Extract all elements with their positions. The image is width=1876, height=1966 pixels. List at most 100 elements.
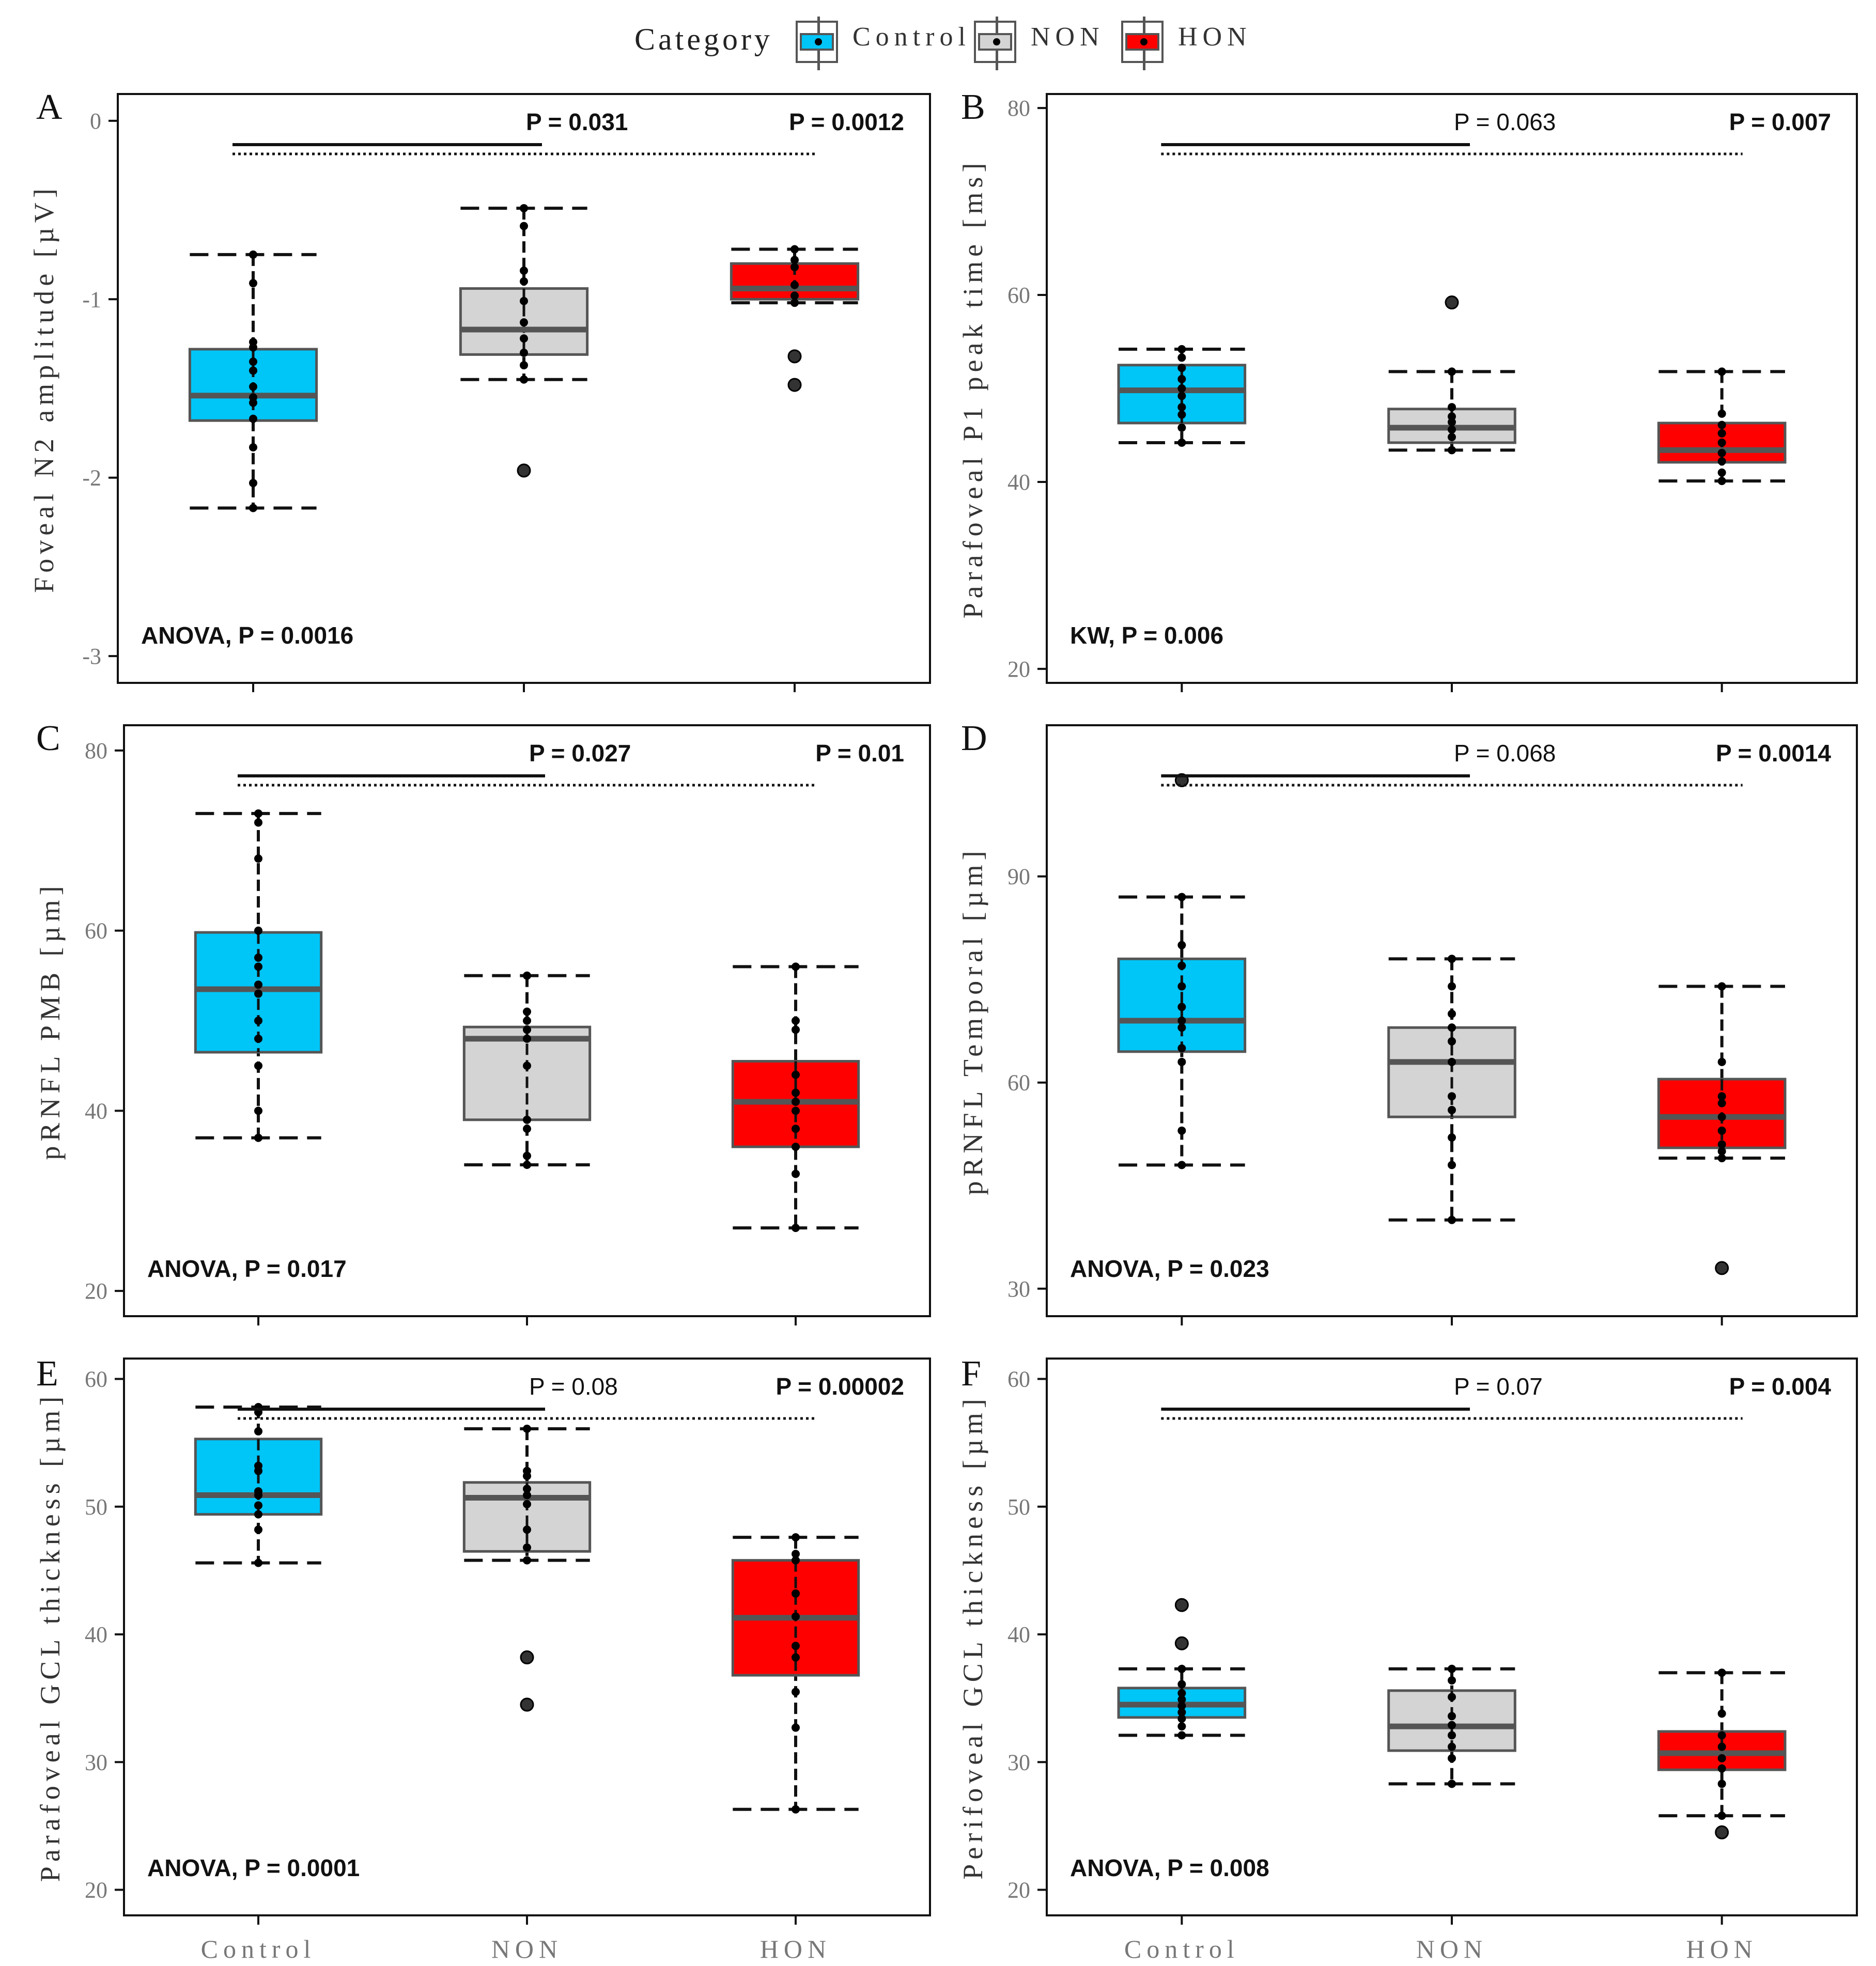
panel-f-xtick-label-1: NON bbox=[1416, 1934, 1487, 1963]
panel-d-letter: D bbox=[961, 719, 987, 758]
panel-e-non-point-0 bbox=[523, 1556, 531, 1565]
panel-c-hon-point-2 bbox=[792, 1143, 800, 1151]
panel-f-test-label: ANOVA, P = 0.008 bbox=[1070, 1854, 1269, 1881]
panel-b-control-point-8 bbox=[1177, 353, 1186, 362]
panel-a-letter: A bbox=[36, 87, 63, 127]
panel-d-control-point-5 bbox=[1177, 1017, 1186, 1025]
panel-e-non-point-4 bbox=[523, 1491, 531, 1500]
panel-b-control-point-1 bbox=[1177, 424, 1186, 432]
panel-d-test-label: ANOVA, P = 0.023 bbox=[1070, 1255, 1269, 1282]
panel-a-non-outlier-0 bbox=[517, 463, 531, 478]
panel-d-non-point-4 bbox=[1448, 1092, 1456, 1101]
panel-c-comparison-label-hon: P = 0.01 bbox=[815, 740, 904, 767]
panel-d-ytick-label-0: 90 bbox=[1007, 864, 1030, 890]
panel-c-control-point-3 bbox=[254, 1034, 262, 1043]
panel-b-control-point-9 bbox=[1177, 345, 1186, 353]
panel-c-control-point-4 bbox=[254, 1017, 262, 1025]
panel-b-hon-point-8 bbox=[1717, 367, 1726, 376]
panel-c-non-point-1 bbox=[523, 1151, 531, 1160]
panel-f-hon-point-3 bbox=[1717, 1754, 1726, 1762]
panel-e-control bbox=[194, 1402, 323, 1567]
panel-d-control-point-7 bbox=[1177, 982, 1186, 991]
panel-d-hon bbox=[1657, 982, 1787, 1275]
panel-d-hon-point-2 bbox=[1717, 1140, 1726, 1149]
panel-f-control-point-1 bbox=[1177, 1722, 1186, 1731]
panel-a-hon-point-2 bbox=[790, 263, 799, 272]
panel-b-hon bbox=[1657, 367, 1787, 486]
panel-d-comparison-label-non: P = 0.068 bbox=[1454, 740, 1556, 767]
legend: Category Control NON HON bbox=[0, 10, 1876, 72]
panel-a-hon-point-3 bbox=[790, 280, 799, 289]
panel-c-ytick-label-0: 80 bbox=[85, 738, 107, 763]
panel-c-hon-point-6 bbox=[792, 1088, 800, 1097]
panel-e-non bbox=[462, 1424, 592, 1712]
panel-c-non-point-2 bbox=[523, 1125, 531, 1133]
panel-b-letter: B bbox=[961, 87, 985, 127]
panel-e-non-point-1 bbox=[523, 1543, 531, 1552]
panel-d-non-point-2 bbox=[1448, 1133, 1456, 1142]
panel-f: F 60 50 40 30 20 Perifoveal GCL thickness [µm]… bbox=[957, 1354, 1858, 1963]
panel-b-comparison-label-non: P = 0.063 bbox=[1454, 108, 1556, 135]
panel-d-non bbox=[1387, 955, 1516, 1224]
panel-f-comparison-label-non: P = 0.07 bbox=[1454, 1373, 1543, 1400]
panel-e-ytick-label-0: 60 bbox=[85, 1367, 107, 1392]
panel-c-comparison-label-non: P = 0.027 bbox=[529, 740, 631, 767]
panel-c-control-point-9 bbox=[254, 926, 262, 935]
panel-e-hon-point-4 bbox=[792, 1642, 800, 1650]
panel-f-hon-outlier-0 bbox=[1715, 1825, 1729, 1839]
panel-e-hon-point-8 bbox=[792, 1550, 800, 1558]
panel-f-hon-point-4 bbox=[1717, 1742, 1726, 1751]
panel-a-hon-outlier-1 bbox=[787, 378, 802, 392]
panel-a-control-point-5 bbox=[249, 366, 257, 375]
panel-d-control-point-2 bbox=[1177, 1057, 1186, 1066]
panel-d-hon-point-4 bbox=[1717, 1113, 1726, 1121]
panel-b-ytick-label-3: 20 bbox=[1007, 657, 1030, 682]
panel-e-control-point-7 bbox=[254, 1461, 262, 1470]
panel-c-test-label: ANOVA, P = 0.017 bbox=[147, 1255, 347, 1282]
panel-e-ytick-label-3: 30 bbox=[85, 1750, 107, 1775]
panel-f-control bbox=[1117, 1598, 1247, 1740]
panel-c-non-point-3 bbox=[523, 1115, 531, 1124]
panel-e-non-outlier-0 bbox=[520, 1650, 534, 1665]
legend-key-non bbox=[974, 17, 1016, 70]
panel-e-non-point-2 bbox=[523, 1525, 531, 1534]
panel-e-hon-point-0 bbox=[792, 1805, 800, 1814]
panel-f-control-point-8 bbox=[1177, 1664, 1186, 1673]
panel-c-control-point-6 bbox=[254, 980, 262, 989]
panel-a-non-point-3 bbox=[520, 277, 528, 286]
panel-c-control-point-1 bbox=[254, 1106, 262, 1115]
panel-b-control bbox=[1117, 345, 1247, 447]
panel-a-non-point-0 bbox=[520, 204, 528, 213]
panel-d-non-point-0 bbox=[1448, 1215, 1456, 1224]
panel-a-non-point-1 bbox=[520, 222, 528, 230]
panel-e-control-point-3 bbox=[254, 1501, 262, 1510]
panel-f-non-point-4 bbox=[1448, 1721, 1456, 1729]
panel-b-comparison-label-hon: P = 0.007 bbox=[1729, 108, 1831, 135]
panel-d-hon-point-3 bbox=[1717, 1126, 1726, 1135]
panel-c-hon-point-8 bbox=[792, 1025, 800, 1034]
panel-e-ytick-label-2: 40 bbox=[85, 1622, 107, 1647]
panel-a-comparison-label-hon: P = 0.0012 bbox=[789, 108, 904, 135]
panel-b-ytick-label-2: 40 bbox=[1007, 470, 1030, 495]
panel-e-test-label: ANOVA, P = 0.0001 bbox=[147, 1854, 360, 1881]
panel-b-ytick-label-1: 60 bbox=[1007, 283, 1030, 308]
panel-f-ylabel: Perifoveal GCL thickness [µm] bbox=[957, 1394, 988, 1879]
panel-f-non-point-1 bbox=[1448, 1754, 1456, 1762]
panel-d-non-point-6 bbox=[1448, 1037, 1456, 1046]
panel-b-non-point-0 bbox=[1448, 446, 1456, 455]
panel-b-non-point-6 bbox=[1448, 367, 1456, 376]
panel-f-control-point-4 bbox=[1177, 1702, 1186, 1710]
panel-c-non-point-6 bbox=[523, 1025, 531, 1034]
panel-a-non-point-6 bbox=[520, 334, 528, 343]
panel-e-ylabel: Parafoveal GCL thickness [µm] bbox=[35, 1392, 66, 1882]
panel-f-control-outlier-0 bbox=[1174, 1598, 1189, 1612]
panel-a-control-point-9 bbox=[249, 414, 257, 423]
panel-e-comparison-label-hon: P = 0.00002 bbox=[776, 1373, 904, 1400]
panel-c-letter: C bbox=[36, 719, 60, 758]
panel-b-hon-point-1 bbox=[1717, 468, 1726, 477]
panel-f-non-point-6 bbox=[1448, 1693, 1456, 1702]
panel-f-control-point-7 bbox=[1177, 1680, 1186, 1689]
panel-c-ylabel: pRNFL PMB [µm] bbox=[35, 881, 66, 1160]
panel-b-control-point-5 bbox=[1177, 384, 1186, 393]
panel-a: A 0 -1 -2 -3 Foveal N2 amplitude [µV] P = 0.03… bbox=[28, 87, 931, 692]
